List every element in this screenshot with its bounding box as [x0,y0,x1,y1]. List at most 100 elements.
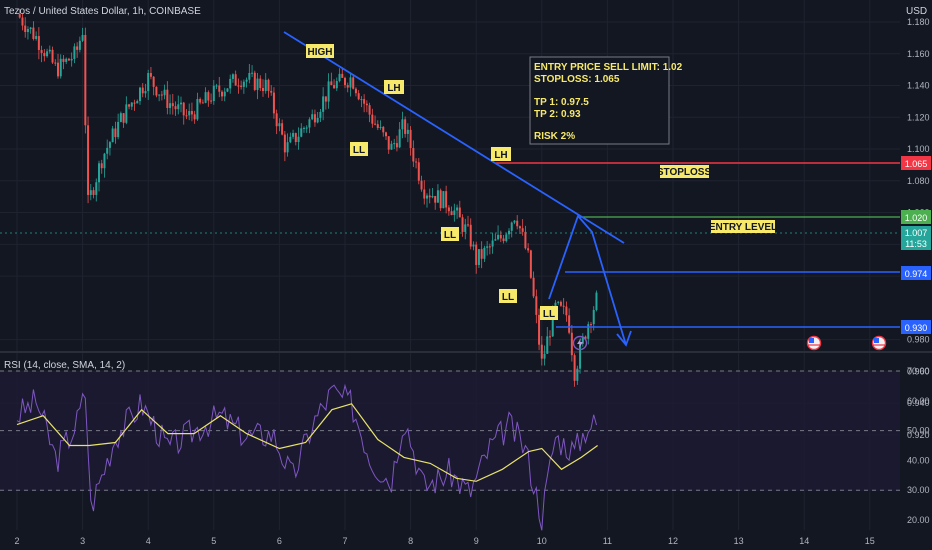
rsi-tick-label: 40.00 [907,455,930,465]
candle-body [57,62,59,77]
candle-body [576,368,579,381]
candle-body [242,81,245,87]
candle-body [24,25,27,33]
svg-text:1.007: 1.007 [905,228,928,238]
candle-body [84,34,87,126]
candle-body [335,81,338,89]
price-tick-label: 1.080 [907,176,930,186]
candle-body [426,195,428,199]
rsi-tick-label: 20.00 [907,515,930,525]
svg-text:LH: LH [494,150,507,161]
candle-body [417,162,420,181]
candle-body [65,58,68,62]
candle-body [125,104,128,123]
candle-body [453,210,456,216]
candle-body [59,58,62,77]
label-lh-2: LH [491,147,511,161]
us-flag-event-icon[interactable] [871,335,887,351]
svg-text:LL: LL [543,309,555,320]
candle-body [352,77,355,89]
projection-path[interactable] [548,214,627,346]
candle-body [43,53,46,57]
candle-body [434,196,437,203]
candle-body [573,355,576,381]
rsi-tick-label: 30.00 [907,485,930,495]
candle-body [554,302,557,308]
time-tick-label: 7 [342,536,347,546]
price-tick-label: 0.920 [907,430,930,440]
candle-body [215,85,218,87]
candle-body [579,343,582,369]
time-tick-label: 9 [474,536,479,546]
candle-body [21,17,24,26]
candle-body [248,73,251,80]
plan-stoploss: STOPLOSS: 1.065 [534,74,620,85]
candle-body [568,315,571,333]
candle-body [185,115,188,117]
candle-body [439,190,442,209]
us-flag-event-icon[interactable] [806,335,822,351]
time-tick-label: 14 [799,536,809,546]
candle-body [37,36,40,50]
candle-body [98,163,100,183]
candle-body [349,77,352,88]
label-ll-3: LL [499,289,517,303]
time-tick-label: 13 [734,536,744,546]
trade-plan-box[interactable]: ENTRY PRICE SELL LIMIT: 1.02 STOPLOSS: 1… [529,56,683,145]
rsi-tick-label: 70.00 [907,366,930,376]
rsi-axis[interactable]: 70.00 60.00 50.00 40.00 30.00 20.00 [907,366,930,525]
downtrend-line[interactable] [283,31,625,244]
candle-body [89,190,92,195]
candle-body [529,250,532,278]
candle-body [149,73,152,77]
svg-text:0.930: 0.930 [905,323,928,333]
candle-body [324,96,327,102]
symbol-title: Tezos / United States Dollar, 1h, COINBA… [4,6,201,17]
candle-body [595,292,598,310]
candle-body [259,78,262,88]
candle-body [103,153,106,169]
svg-text:HIGH: HIGH [308,47,333,58]
candle-body [505,234,508,242]
candle-body [518,226,521,229]
candle-body [54,62,57,64]
price-tick-label: 0.940 [907,398,930,408]
candle-body [87,125,90,195]
candle-body [278,123,281,127]
candle-body [428,195,431,198]
candle-body [128,104,131,107]
candle-body [475,244,478,265]
candle-body [420,180,423,190]
candle-body [412,148,415,162]
label-ll-1: LL [350,142,368,156]
candle-body [592,309,595,325]
candle-body [406,129,409,134]
candle-body [73,46,76,59]
svg-text:LL: LL [444,230,456,241]
time-tick-label: 6 [277,536,282,546]
candle-body [286,142,289,153]
entry-price-tag: 1.020 [901,210,931,224]
candle-body [346,85,349,88]
lightning-event-icon[interactable] [572,335,588,351]
candle-body [78,40,81,50]
candle-body [488,246,491,248]
label-stoploss: STOPLOSS [657,165,711,178]
time-axis[interactable]: 2 3 4 5 6 7 8 9 10 11 12 13 14 15 [14,536,874,546]
candle-body [67,58,70,61]
candle-body [108,142,111,148]
candle-body [158,94,161,96]
candle-body [401,119,404,130]
candle-body [557,301,560,303]
time-tick-label: 15 [865,536,875,546]
candle-body [171,103,174,107]
candle-body [398,129,401,148]
candle-body [251,72,254,74]
candle-body [499,234,502,239]
svg-text:1.020: 1.020 [905,213,928,223]
candle-body [32,27,35,39]
candle-body [231,74,234,79]
projection-arrowhead [616,330,632,347]
candle-body [46,51,49,57]
